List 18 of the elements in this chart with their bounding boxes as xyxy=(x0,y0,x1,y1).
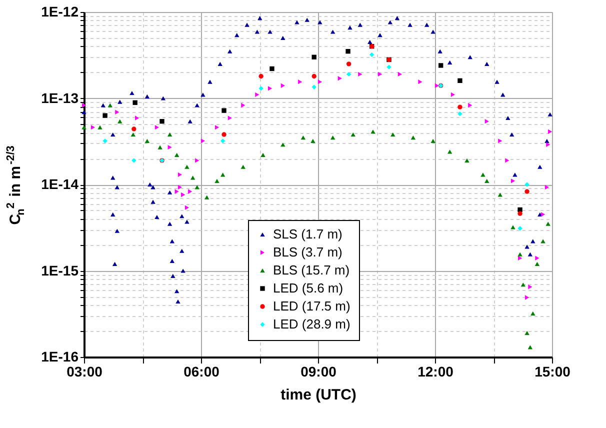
x-tick-label: 12:00 xyxy=(418,364,454,380)
x-tick-label: 06:00 xyxy=(184,364,220,380)
legend-label: LED (28.9 m) xyxy=(273,316,350,332)
y-tick-label: 1E-15 xyxy=(41,262,79,278)
y-axis-title: Cn2 in m-2/3 xyxy=(5,146,27,225)
y-tick-label: 1E-14 xyxy=(41,176,79,192)
legend-label: SLS (1.7 m) xyxy=(273,226,342,242)
legend-label: LED (17.5 m) xyxy=(273,298,350,314)
y-tick-label: 1E-13 xyxy=(41,90,79,106)
y-tick-label: 1E-16 xyxy=(41,348,79,364)
x-tick-label: 09:00 xyxy=(300,364,337,380)
legend-label: LED (5.6 m) xyxy=(273,280,344,296)
y-tick-label: 1E-12 xyxy=(41,4,79,20)
x-axis-title: time (UTC) xyxy=(280,386,356,404)
legend-label: BLS (3.7 m) xyxy=(273,244,342,260)
legend-label: BLS (15.7 m) xyxy=(273,262,350,278)
x-tick-label: 15:00 xyxy=(534,364,571,380)
x-tick-label: 03:00 xyxy=(66,364,103,380)
